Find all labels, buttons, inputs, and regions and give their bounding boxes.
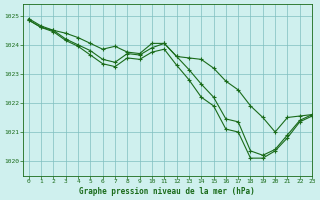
X-axis label: Graphe pression niveau de la mer (hPa): Graphe pression niveau de la mer (hPa) [79, 187, 255, 196]
